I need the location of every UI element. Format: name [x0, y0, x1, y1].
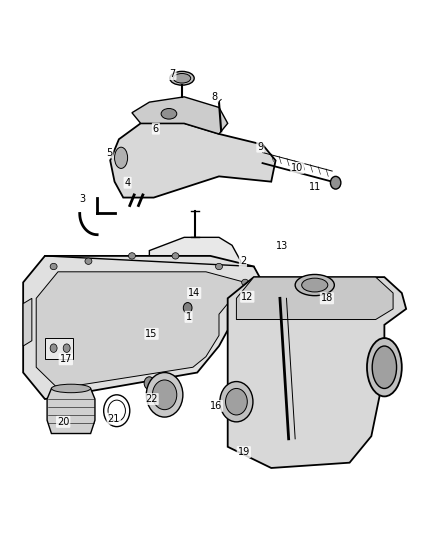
Ellipse shape	[85, 258, 92, 264]
Ellipse shape	[330, 176, 341, 189]
Polygon shape	[237, 277, 393, 319]
Ellipse shape	[226, 389, 247, 415]
Text: 8: 8	[212, 92, 218, 102]
Text: 2: 2	[240, 256, 246, 266]
Text: 6: 6	[153, 124, 159, 134]
Text: 12: 12	[241, 292, 254, 302]
Ellipse shape	[170, 71, 194, 85]
Polygon shape	[228, 277, 406, 468]
Text: 14: 14	[188, 288, 200, 298]
Polygon shape	[36, 272, 250, 389]
Ellipse shape	[152, 380, 177, 410]
Text: 18: 18	[321, 293, 333, 303]
Ellipse shape	[184, 303, 192, 313]
Text: 19: 19	[238, 447, 250, 457]
Bar	[45, 338, 73, 359]
Text: 13: 13	[276, 241, 288, 252]
Ellipse shape	[302, 278, 328, 292]
Text: 16: 16	[210, 401, 222, 411]
Ellipse shape	[233, 308, 240, 316]
Polygon shape	[23, 298, 32, 346]
Ellipse shape	[215, 263, 223, 270]
Polygon shape	[149, 237, 241, 272]
Text: 15: 15	[145, 329, 158, 339]
Ellipse shape	[161, 109, 177, 119]
Text: 9: 9	[257, 142, 263, 152]
Ellipse shape	[115, 147, 127, 168]
Ellipse shape	[242, 279, 249, 286]
Text: 4: 4	[124, 177, 131, 188]
Ellipse shape	[367, 338, 402, 397]
Ellipse shape	[295, 274, 334, 296]
Ellipse shape	[144, 377, 155, 390]
Ellipse shape	[50, 263, 57, 270]
Polygon shape	[110, 123, 276, 198]
Ellipse shape	[172, 253, 179, 259]
Ellipse shape	[167, 281, 215, 308]
Text: 10: 10	[291, 163, 304, 173]
Text: 7: 7	[170, 69, 176, 79]
Text: 1: 1	[185, 312, 191, 322]
Ellipse shape	[51, 384, 91, 393]
Polygon shape	[132, 97, 228, 134]
Text: 20: 20	[57, 417, 69, 427]
Ellipse shape	[173, 74, 191, 83]
Ellipse shape	[372, 346, 396, 389]
Polygon shape	[23, 256, 262, 399]
Ellipse shape	[128, 253, 135, 259]
Text: 22: 22	[145, 394, 158, 404]
Ellipse shape	[220, 382, 253, 422]
Ellipse shape	[50, 344, 57, 352]
Text: 21: 21	[107, 414, 120, 424]
Polygon shape	[132, 272, 254, 314]
Text: 11: 11	[309, 182, 321, 192]
Polygon shape	[47, 389, 95, 433]
Text: 3: 3	[79, 193, 85, 204]
Ellipse shape	[63, 344, 70, 352]
Text: 5: 5	[106, 148, 113, 158]
Text: 17: 17	[60, 354, 72, 364]
Ellipse shape	[146, 373, 183, 417]
